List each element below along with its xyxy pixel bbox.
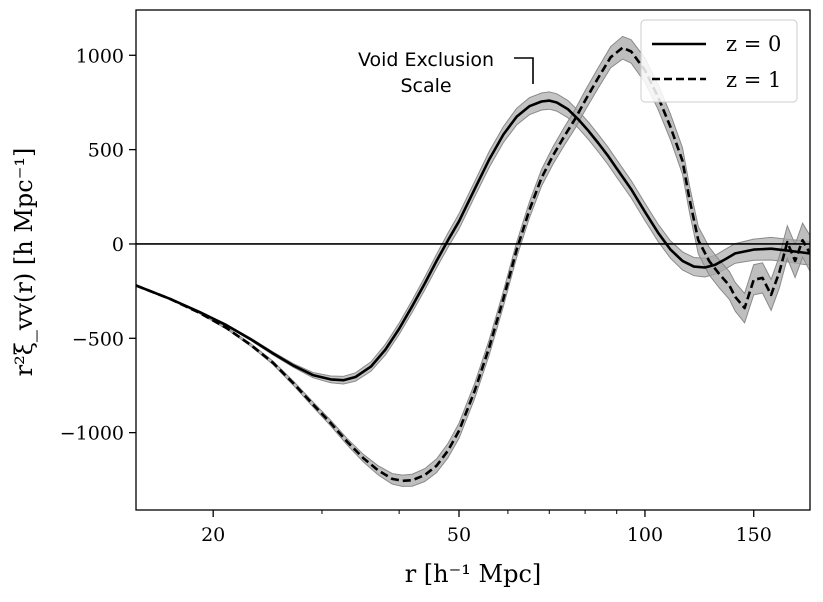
x-tick-label-50: 50: [447, 524, 471, 546]
x-tick-label-100: 100: [627, 524, 663, 546]
y-axis-label: r²ξ_vv(r) [h Mpc⁻¹]: [10, 148, 38, 377]
x-tick-label-150: 150: [736, 524, 772, 546]
y-tick-label--1000: −1000: [60, 423, 124, 445]
legend-label-z0: z = 0: [726, 32, 781, 56]
x-axis-label: r [h⁻¹ Mpc]: [405, 560, 542, 588]
line-series-1: [136, 46, 810, 483]
series-lines: [136, 46, 810, 483]
annotation-line-1: Void Exclusion: [358, 49, 494, 71]
line-series-0: [136, 99, 810, 382]
axis-ticks: 20 50 100 150 −1000 −500 0 500 1000: [60, 45, 772, 546]
legend: z = 0 z = 1: [640, 19, 798, 103]
void-exclusion-annotation: Void Exclusion Scale: [358, 49, 534, 97]
x-tick-label-20: 20: [201, 524, 225, 546]
y-tick-label--500: −500: [72, 328, 124, 350]
plot-frame: [135, 9, 811, 511]
uncertainty-bands: [136, 35, 810, 487]
y-tick-label-0: 0: [112, 234, 124, 256]
band-series-0: [136, 91, 810, 385]
band-series-1: [136, 35, 810, 487]
legend-label-z1: z = 1: [726, 68, 781, 92]
annotation-bracket: [514, 57, 534, 84]
y-tick-label-1000: 1000: [76, 45, 124, 67]
annotation-line-2: Scale: [400, 75, 451, 97]
legend-box: [640, 19, 798, 103]
y-tick-label-500: 500: [88, 140, 124, 162]
